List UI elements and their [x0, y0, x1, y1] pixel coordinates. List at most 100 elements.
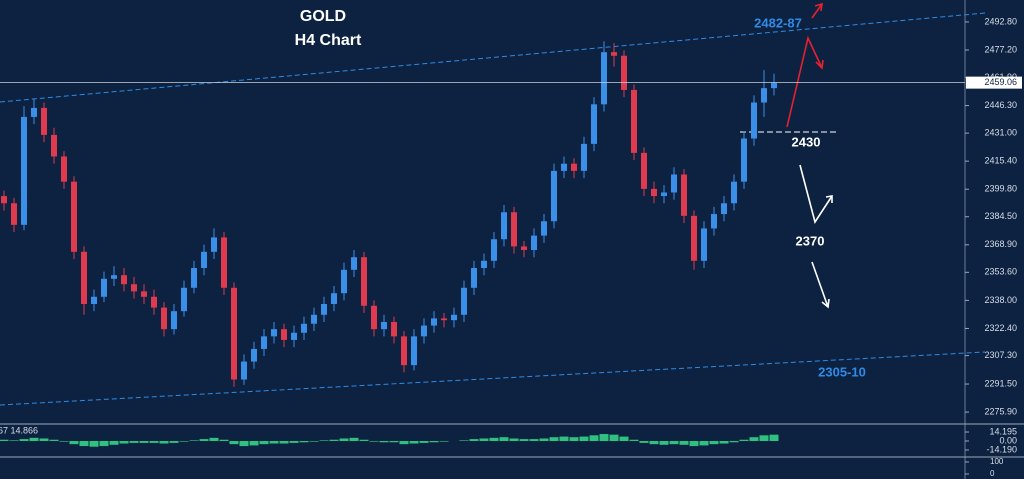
candle-body [511, 212, 517, 247]
histogram-bar [319, 440, 329, 441]
histogram-bar [9, 440, 19, 441]
candle-body [431, 318, 437, 326]
candle-body [591, 104, 597, 144]
histogram-bar [29, 437, 39, 441]
histogram-bar [519, 439, 529, 441]
histogram-bar [539, 438, 549, 441]
histogram-bar [89, 441, 99, 447]
candle-body [581, 143, 587, 171]
histogram-bar [129, 441, 139, 443]
candle-body [231, 287, 237, 380]
histogram-bar [359, 439, 369, 441]
histogram-bar [609, 434, 619, 441]
candle-body [371, 305, 377, 330]
candle-body [171, 311, 177, 330]
candle-body [621, 55, 627, 90]
candle-body [41, 107, 47, 135]
candle-body [321, 303, 327, 315]
y-tick-label: 2275.90 [984, 406, 1017, 416]
candle-body [291, 332, 297, 340]
upper-channel [0, 12, 986, 103]
candle-body [701, 228, 707, 261]
bull-arrows [786, 2, 824, 128]
candle-body [481, 260, 487, 269]
histogram-bar [729, 441, 739, 443]
histogram-bar [109, 441, 119, 445]
candle-body [81, 251, 87, 304]
histogram-bar [289, 441, 299, 443]
histogram-bar [229, 441, 239, 445]
candle-body [151, 296, 157, 308]
candle-body [711, 214, 717, 229]
histogram-bar [589, 435, 599, 441]
histogram-bar [279, 441, 289, 444]
candle-body [211, 237, 217, 252]
histogram-bar [619, 436, 629, 441]
indicator-tick-label: 0.00 [999, 435, 1017, 445]
histogram-bar [269, 441, 279, 444]
candle-body [551, 170, 557, 222]
candle-body [181, 287, 187, 312]
candle-body [31, 107, 37, 117]
candle-body [761, 88, 767, 103]
y-tick-label: 2492.80 [984, 16, 1017, 26]
histogram-bar [329, 439, 339, 441]
histogram-bar [339, 438, 349, 441]
candle-body [661, 192, 667, 197]
candle-body [1, 196, 7, 204]
candle-body [341, 269, 347, 294]
histogram-bar [259, 441, 269, 445]
histogram-bar [59, 441, 69, 442]
histogram-bar [769, 434, 779, 441]
arrow-head [815, 59, 824, 70]
histogram-bar [349, 437, 359, 441]
candle-body [11, 203, 17, 225]
chart-title: GOLD [300, 8, 346, 25]
candle-body [71, 181, 77, 252]
candle-body [381, 321, 387, 330]
candle-body [471, 268, 477, 288]
histogram-bar [0, 439, 9, 441]
histogram-bar [369, 441, 379, 442]
histogram-bar [239, 441, 249, 447]
candle-body [91, 296, 97, 304]
histogram-bar [699, 441, 709, 446]
histogram-bar [599, 434, 609, 441]
candle-body [391, 321, 397, 337]
lower-channel [0, 351, 986, 406]
histogram-bar [119, 441, 129, 444]
oscillator-tick-label: 0 [990, 469, 995, 478]
histogram-bar [139, 441, 149, 443]
histogram-bar [439, 441, 449, 442]
histogram-bar [469, 439, 479, 441]
histogram-bar [499, 437, 509, 441]
y-tick-label: 2368.90 [984, 239, 1017, 249]
candle-body [681, 174, 687, 216]
candle-body [361, 257, 367, 306]
candle-body [641, 152, 647, 189]
candle-body [301, 323, 307, 333]
y-tick-label: 2477.20 [984, 44, 1017, 54]
candle-body [131, 284, 137, 292]
y-tick-label: 2291.50 [984, 378, 1017, 388]
bear-arrows [799, 164, 833, 309]
candle-body [401, 336, 407, 366]
histogram-bar [489, 437, 499, 441]
histogram-bar [649, 441, 659, 445]
candle-body [491, 239, 497, 261]
candle-body [311, 314, 317, 324]
histogram-bar [49, 439, 59, 441]
arrow-head [814, 2, 823, 12]
histogram-bar [309, 441, 319, 442]
histogram-bar [219, 439, 229, 441]
histogram-bar [569, 437, 579, 441]
histogram-bar [39, 438, 49, 441]
y-tick-label: 2446.30 [984, 100, 1017, 110]
chart-subtitle: H4 Chart [295, 32, 362, 49]
candle-body [611, 52, 617, 56]
histogram-bar [19, 439, 29, 441]
histogram-bar [189, 440, 199, 441]
histogram-bar [199, 439, 209, 441]
candle-body [751, 102, 757, 139]
